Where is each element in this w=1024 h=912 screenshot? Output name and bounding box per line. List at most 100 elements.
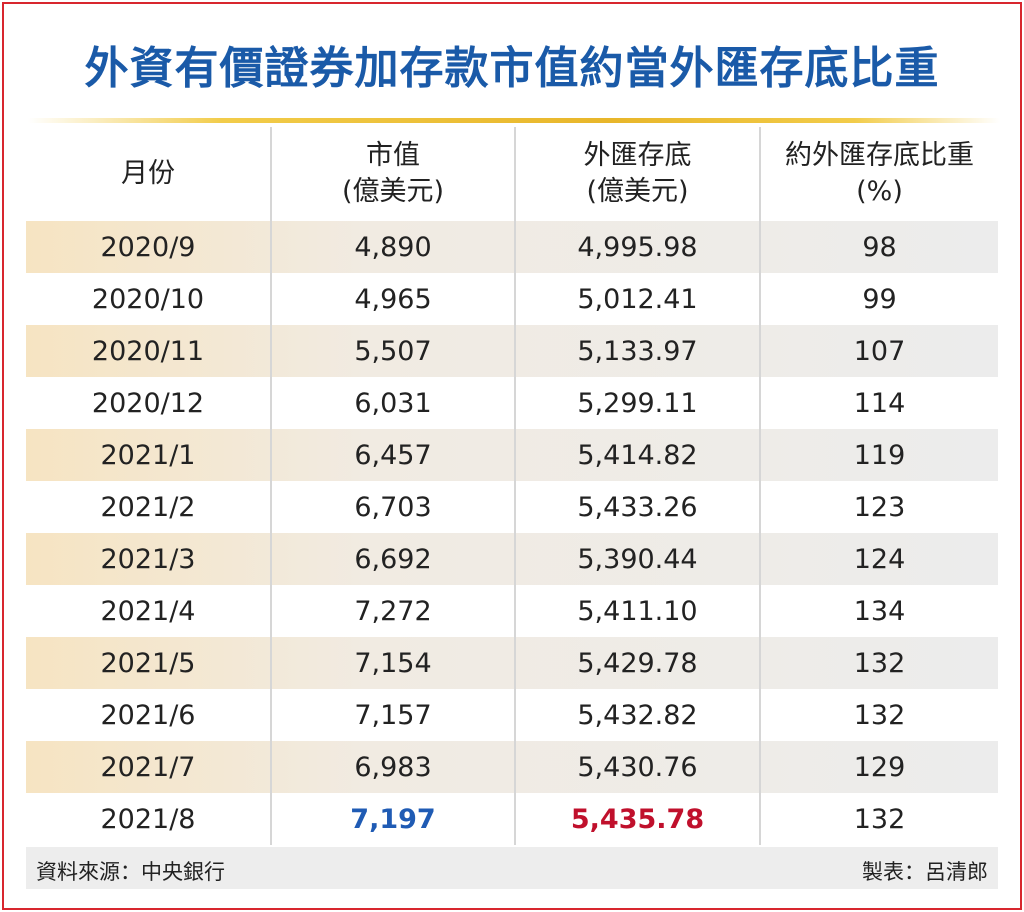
cell-text: 2020/11: [91, 335, 205, 367]
header-text: 約外匯存底比重: [785, 140, 974, 171]
cell-text: 5,133.97: [577, 335, 698, 367]
table-cell: 5,299.11: [516, 377, 761, 429]
header-row: 月份 市值 (億美元) 外匯存底 (億美元) 約外匯存底比重 (%): [26, 127, 998, 221]
table-cell: 4,890: [272, 221, 516, 273]
cell-text: 7,197: [350, 803, 436, 835]
table-cell: 6,457: [272, 429, 516, 481]
cell-text: 107: [853, 335, 906, 367]
table-cell: 2021/7: [26, 741, 272, 793]
table-cell: 6,703: [272, 481, 516, 533]
cell-text: 2021/8: [100, 803, 196, 835]
cell-text: 5,411.10: [577, 595, 698, 627]
cell-text: 5,430.76: [577, 751, 698, 783]
table-cell: 123: [761, 481, 998, 533]
cell-text: 114: [853, 387, 906, 419]
table-cell: 4,965: [272, 273, 516, 325]
table-cell: 6,692: [272, 533, 516, 585]
table-cell: 5,012.41: [516, 273, 761, 325]
title: 外資有價證券加存款市值約當外匯存底比重: [84, 43, 940, 94]
cell-text: 2021/5: [100, 647, 196, 679]
table-cell: 2021/3: [26, 533, 272, 585]
table-cell: 132: [761, 793, 998, 845]
table-cell: 2021/5: [26, 637, 272, 689]
header-text: 月份: [121, 158, 175, 189]
cell-text: 6,983: [354, 751, 432, 783]
cell-text: 5,435.78: [570, 803, 705, 835]
header-text: (%): [856, 176, 903, 207]
table: 月份 市值 (億美元) 外匯存底 (億美元) 約外匯存底比重 (%) 2020/9 4,890 4…: [26, 127, 998, 845]
table-cell: 4,995.98: [516, 221, 761, 273]
cell-text: 6,457: [354, 439, 432, 471]
cell-text: 5,507: [354, 335, 432, 367]
cell-text: 99: [862, 283, 897, 315]
table-cell: 5,433.26: [516, 481, 761, 533]
table-cell: 2021/6: [26, 689, 272, 741]
table-row: 2021/5 7,154 5,429.78 132: [26, 637, 998, 689]
table-row: 2020/11 5,507 5,133.97 107: [26, 325, 998, 377]
cell-text: 5,299.11: [577, 387, 698, 419]
table-row: 2020/12 6,031 5,299.11 114: [26, 377, 998, 429]
title-rule: [28, 118, 1000, 123]
footer: 資料來源：中央銀行 製表：呂清郎: [26, 847, 998, 889]
table-cell: 5,432.82: [516, 689, 761, 741]
cell-text: 132: [853, 647, 906, 679]
table-cell: 2020/12: [26, 377, 272, 429]
cell-text: 2021/3: [100, 543, 196, 575]
table-cell: 7,197: [272, 793, 516, 845]
table-cell: 134: [761, 585, 998, 637]
table-cell: 98: [761, 221, 998, 273]
table-cell: 2021/2: [26, 481, 272, 533]
source: 資料來源：中央銀行: [36, 860, 225, 884]
maker: 製表：呂清郎: [862, 860, 988, 884]
header-text: (億美元): [586, 176, 689, 207]
table-cell: 124: [761, 533, 998, 585]
cell-text: 4,965: [354, 283, 432, 315]
table-cell: 2021/8: [26, 793, 272, 845]
table-cell: 7,154: [272, 637, 516, 689]
table-cell: 7,157: [272, 689, 516, 741]
cell-text: 4,995.98: [577, 231, 698, 263]
table-cell: 5,507: [272, 325, 516, 377]
table-row: 2021/4 7,272 5,411.10 134: [26, 585, 998, 637]
header-cell: 約外匯存底比重 (%): [761, 127, 998, 221]
cell-text: 5,390.44: [577, 543, 698, 575]
cell-text: 6,692: [354, 543, 432, 575]
cell-text: 2020/10: [91, 283, 205, 315]
table-cell: 2021/4: [26, 585, 272, 637]
table-cell: 5,411.10: [516, 585, 761, 637]
table-cell: 107: [761, 325, 998, 377]
cell-text: 6,031: [354, 387, 432, 419]
header-cell: 月份: [26, 127, 272, 221]
cell-text: 2020/12: [91, 387, 205, 419]
table-cell: 5,390.44: [516, 533, 761, 585]
cell-text: 98: [862, 231, 897, 263]
cell-text: 129: [853, 751, 906, 783]
table-row: 2020/10 4,965 5,012.41 99: [26, 273, 998, 325]
cell-text: 5,414.82: [577, 439, 698, 471]
table-row: 2021/8 7,197 5,435.78 132: [26, 793, 998, 845]
header-text: 外匯存底: [583, 140, 692, 171]
cell-text: 5,429.78: [577, 647, 698, 679]
table-cell: 2020/9: [26, 221, 272, 273]
cell-text: 132: [853, 803, 906, 835]
cell-text: 5,433.26: [577, 491, 698, 523]
header-text: 市值: [366, 140, 420, 171]
table-cell: 2021/1: [26, 429, 272, 481]
cell-text: 4,890: [354, 231, 432, 263]
table-cell: 6,983: [272, 741, 516, 793]
table-cell: 7,272: [272, 585, 516, 637]
table-cell: 132: [761, 689, 998, 741]
cell-text: 123: [853, 491, 906, 523]
cell-text: 2021/6: [100, 699, 196, 731]
table-row: 2021/7 6,983 5,430.76 129: [26, 741, 998, 793]
cell-text: 2021/7: [100, 751, 196, 783]
cell-text: 7,272: [354, 595, 432, 627]
header-cell: 市值 (億美元): [272, 127, 516, 221]
table-row: 2020/9 4,890 4,995.98 98: [26, 221, 998, 273]
cell-text: 2020/9: [100, 231, 196, 263]
cell-text: 2021/4: [100, 595, 196, 627]
cell-text: 2021/2: [100, 491, 196, 523]
table-row: 2021/3 6,692 5,390.44 124: [26, 533, 998, 585]
cell-text: 2021/1: [100, 439, 196, 471]
table-cell: 6,031: [272, 377, 516, 429]
